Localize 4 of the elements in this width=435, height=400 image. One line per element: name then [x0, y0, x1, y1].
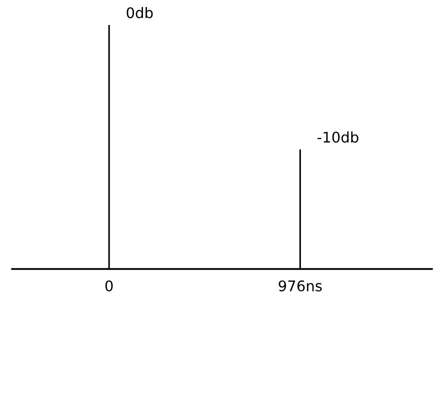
x-tick-label: 976ns: [278, 280, 322, 292]
x-tick-label: 0: [105, 280, 113, 292]
annotation: -10db: [318, 131, 358, 143]
annotation: 0db: [126, 6, 153, 18]
